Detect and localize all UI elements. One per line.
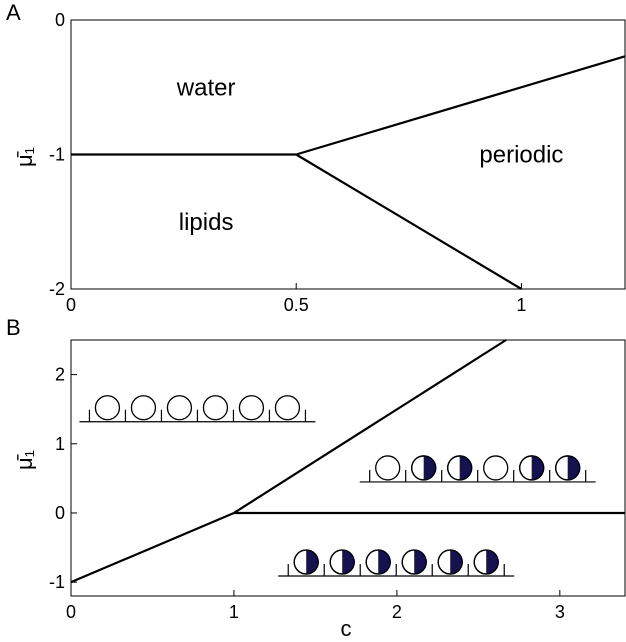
periodic-pattern xyxy=(359,455,596,483)
lattice-site xyxy=(166,395,193,421)
x-tick-label: 3 xyxy=(555,602,565,622)
lattice-site xyxy=(274,395,301,421)
y-tick-label: -2 xyxy=(49,279,65,299)
x-tick-label: 0.5 xyxy=(284,295,309,315)
panel-b-ylabel-text: μ̄₁ xyxy=(12,450,37,470)
site-outline xyxy=(437,549,463,575)
lattice-site xyxy=(238,395,265,421)
panel-a: A 0 0.5 1 0 -1 -2 water lipids periodic μ̄₁ xyxy=(6,0,626,315)
site-half-fill xyxy=(531,455,544,480)
site-outline xyxy=(293,549,319,575)
panel-b-xlabel: c xyxy=(341,616,352,641)
site-outline xyxy=(555,455,581,481)
phase-boundary-line xyxy=(70,511,235,584)
x-tick-label: 0 xyxy=(66,295,76,315)
x-tick-label: 1 xyxy=(516,295,526,315)
panel-a-ticks: 0 0.5 1 0 -1 -2 xyxy=(49,10,526,315)
site-outline xyxy=(473,549,499,575)
lattice-site xyxy=(375,455,401,481)
site-half-fill xyxy=(567,455,580,480)
region-label-periodic: periodic xyxy=(479,142,563,169)
site-outline xyxy=(447,455,473,481)
lattice-site xyxy=(130,395,157,421)
site-half-fill xyxy=(486,550,499,575)
panel-a-ylabel: μ̄₁ xyxy=(12,147,37,167)
y-tick-label: -1 xyxy=(49,572,65,592)
panel-a-letter: A xyxy=(6,0,21,25)
site-half-fill xyxy=(459,455,472,480)
site-half-fill xyxy=(414,550,427,575)
panel-a-ylabel-text: μ̄₁ xyxy=(12,147,37,167)
lattice-site xyxy=(94,395,121,421)
panel-b-letter: B xyxy=(6,315,21,340)
y-tick-label: 2 xyxy=(55,365,65,385)
region-label-lipids: lipids xyxy=(179,209,234,236)
phase-boundary-line xyxy=(295,153,522,290)
site-half-fill xyxy=(450,550,463,575)
water-pattern xyxy=(79,395,316,423)
y-tick-label: 1 xyxy=(55,434,65,454)
x-tick-label: 0 xyxy=(66,602,76,622)
lattice-site xyxy=(202,395,229,421)
x-tick-label: 1 xyxy=(229,602,239,622)
y-tick-label: -1 xyxy=(49,145,65,165)
lattice-site xyxy=(483,455,509,481)
site-outline xyxy=(519,455,545,481)
site-outline xyxy=(365,549,391,575)
panel-a-region-labels: water lipids periodic xyxy=(176,74,564,236)
site-outline xyxy=(401,549,427,575)
site-half-fill xyxy=(342,550,355,575)
region-label-water: water xyxy=(176,74,236,101)
phase-boundary-line xyxy=(295,55,626,156)
x-tick-label: 2 xyxy=(392,602,402,622)
y-tick-label: 0 xyxy=(55,503,65,523)
phase-boundary-line xyxy=(233,339,507,514)
panel-b-ylabel: μ̄₁ xyxy=(12,450,37,470)
site-half-fill xyxy=(306,550,319,575)
y-tick-label: 0 xyxy=(55,10,65,30)
panel-b-axes xyxy=(70,339,626,597)
panel-a-boundaries xyxy=(71,55,626,290)
lipid-pattern xyxy=(278,549,515,577)
site-outline xyxy=(329,549,355,575)
site-half-fill xyxy=(378,550,391,575)
site-outline xyxy=(411,455,437,481)
site-half-fill xyxy=(423,455,436,480)
panel-b-axes-frame xyxy=(70,339,626,597)
panel-b-boundaries xyxy=(70,339,625,584)
panel-b-lattice-insets xyxy=(79,395,596,577)
